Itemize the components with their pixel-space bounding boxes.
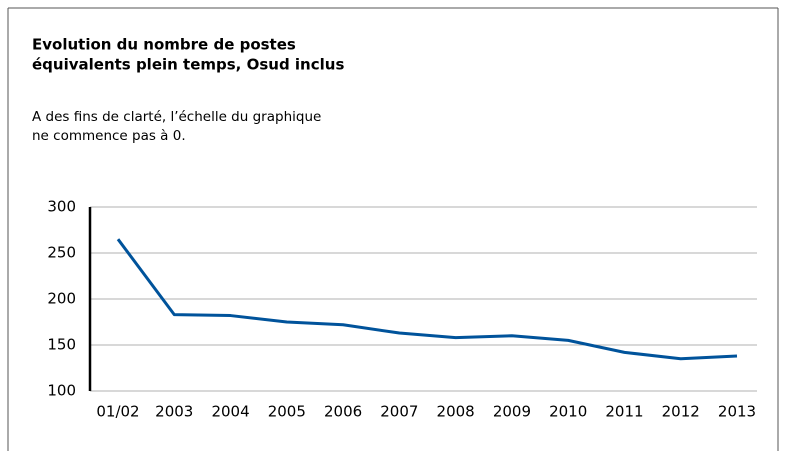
x-tick-label: 2008 — [437, 403, 475, 421]
chart-title: équivalents plein temps, Osud inclus — [32, 56, 344, 74]
y-tick-label: 100 — [47, 382, 76, 400]
y-tick-label: 300 — [47, 198, 76, 216]
x-tick-label: 2007 — [380, 403, 418, 421]
x-tick-label: 2013 — [718, 403, 756, 421]
x-tick-label: 2012 — [662, 403, 700, 421]
x-tick-label: 2005 — [268, 403, 306, 421]
x-tick-label: 2004 — [211, 403, 249, 421]
x-tick-label: 01/02 — [96, 403, 139, 421]
y-tick-label: 250 — [47, 244, 76, 262]
x-tick-label: 2011 — [605, 403, 643, 421]
x-tick-label: 2003 — [155, 403, 193, 421]
y-tick-label: 200 — [47, 290, 76, 308]
data-line — [116, 238, 738, 361]
y-tick-label: 150 — [47, 336, 76, 354]
x-tick-label: 2009 — [493, 403, 531, 421]
chart-subtitle: A des fins de clarté, l’échelle du graph… — [32, 109, 321, 125]
x-tick-label: 2006 — [324, 403, 362, 421]
x-tick-label: 2010 — [549, 403, 587, 421]
chart-subtitle: ne commence pas à 0. — [32, 128, 186, 144]
chart-title: Evolution du nombre de postes — [32, 36, 296, 54]
